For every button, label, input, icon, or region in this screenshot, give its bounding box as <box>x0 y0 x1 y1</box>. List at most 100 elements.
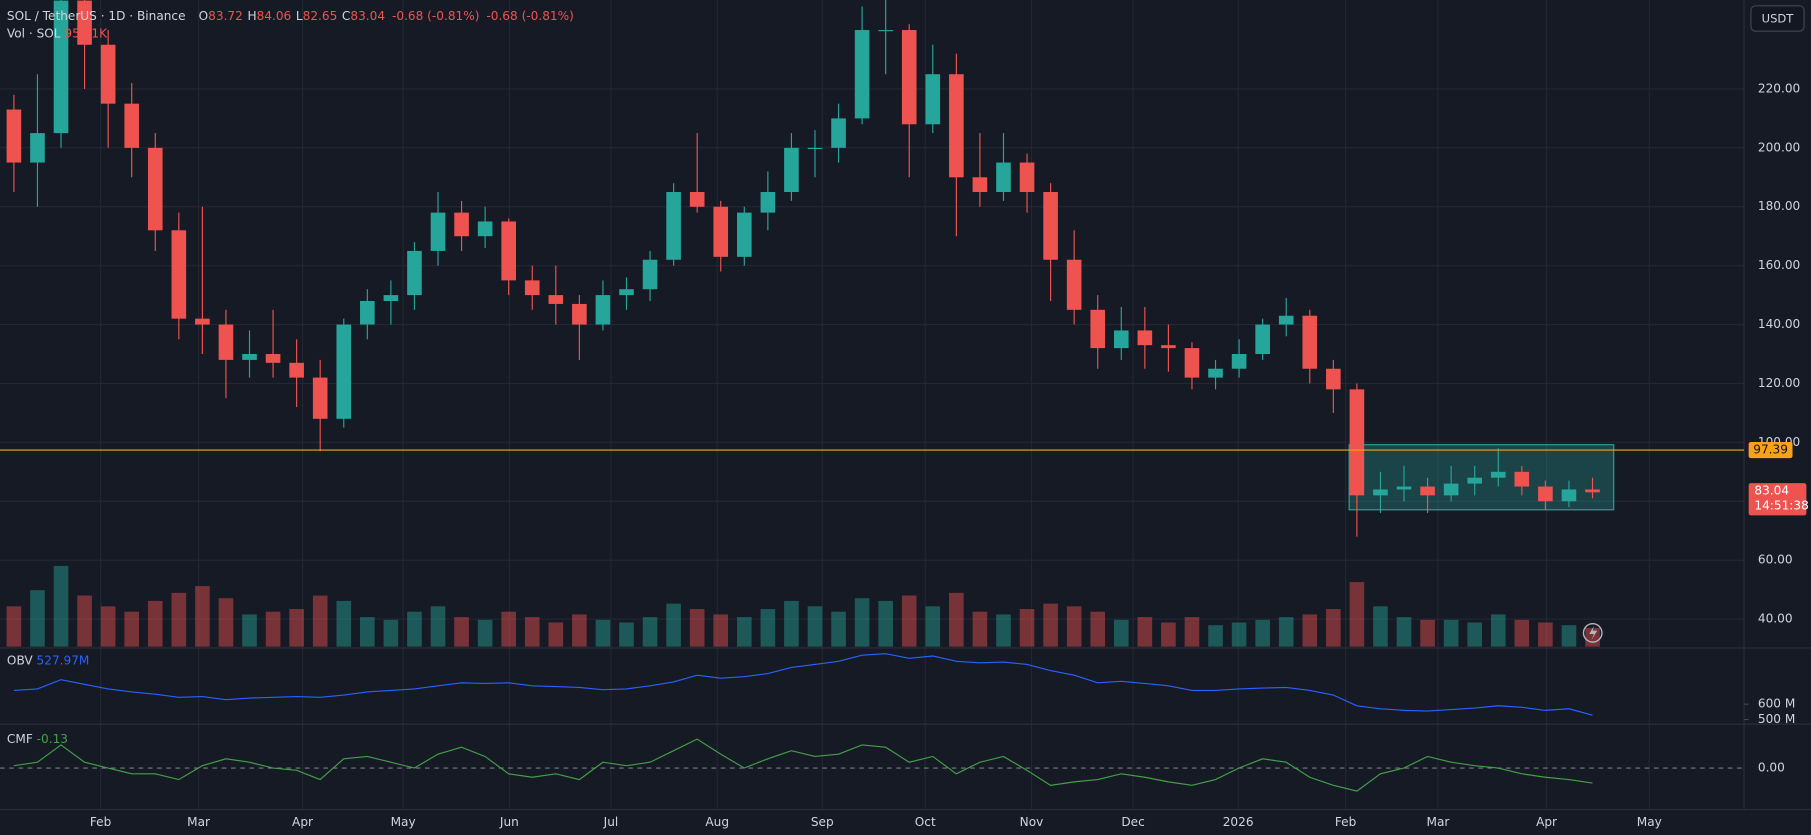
volume-bar <box>360 617 375 647</box>
candle-body <box>147 147 163 231</box>
cmf-value: -0.13 <box>37 732 68 746</box>
candle-body <box>6 109 22 163</box>
x-tick-label: Sep <box>811 815 834 829</box>
y-tick-label: 60.00 <box>1758 553 1793 567</box>
currency-button[interactable]: USDT <box>1750 5 1805 32</box>
candle-body <box>1561 489 1577 502</box>
icon-circle[interactable] <box>1582 622 1603 643</box>
volume-bar <box>807 606 823 647</box>
volume-bar <box>996 614 1011 647</box>
candle-body <box>1467 477 1483 484</box>
volume-bar <box>1066 606 1082 647</box>
x-tick-label: Oct <box>915 815 936 829</box>
candle-body <box>784 147 799 193</box>
candle-body <box>689 192 705 207</box>
y-tick-label: 140.00 <box>1758 317 1800 331</box>
candle-body <box>854 30 870 119</box>
volume-bar <box>1561 625 1577 647</box>
volume-bar <box>854 598 870 647</box>
candle-body <box>218 324 234 360</box>
obv-tick-label: 500 M <box>1758 712 1795 726</box>
candle-body <box>53 0 69 134</box>
obv-name: OBV <box>7 653 33 667</box>
candle-body <box>572 303 587 325</box>
candle-body <box>972 177 988 193</box>
candle-body <box>454 212 469 237</box>
candle-body <box>1538 486 1553 502</box>
volume-bar <box>218 598 234 647</box>
candle-body <box>666 192 681 260</box>
icon-bolt[interactable] <box>1589 625 1598 640</box>
y-tick-label: 160.00 <box>1758 258 1800 272</box>
x-tick-label: Feb <box>90 815 112 829</box>
candle-body <box>1208 368 1223 378</box>
ohlc-value: 83.72 <box>208 9 243 23</box>
volume-bar <box>1396 617 1412 647</box>
volume-bar <box>901 595 917 647</box>
replay-icon[interactable] <box>1582 622 1603 643</box>
volume-bar <box>477 619 493 647</box>
obv-legend: OBV 527.97M <box>7 653 89 667</box>
candle-body <box>430 212 446 251</box>
ohlc-key: L <box>296 9 303 23</box>
candle-body <box>30 133 45 163</box>
volume-bar <box>289 609 304 647</box>
currency-label[interactable]: USDT <box>1762 12 1795 26</box>
volume-bar <box>501 611 516 647</box>
candle-body <box>619 289 634 296</box>
volume-bar <box>1443 619 1459 647</box>
candle-body <box>1420 486 1435 496</box>
candle-body <box>548 295 564 304</box>
x-tick-label: Apr <box>292 815 313 829</box>
volume-bar <box>524 617 540 647</box>
x-tick-label: Feb <box>1335 815 1357 829</box>
candle-body <box>1490 471 1506 478</box>
price-tag <box>1748 483 1807 516</box>
obv-line <box>13 653 1593 716</box>
candle-body <box>242 354 257 360</box>
volume-bar <box>972 611 988 647</box>
x-tick-label: Jul <box>603 815 619 829</box>
ohlc-key: H <box>247 9 256 23</box>
x-tick-label: Apr <box>1536 815 1557 829</box>
candle-body <box>736 212 752 257</box>
cmf-legend: CMF -0.13 <box>7 732 68 746</box>
candle-body <box>807 147 823 150</box>
volume-bar <box>1349 582 1365 647</box>
countdown: 14:51:38 <box>1754 499 1808 513</box>
volume-bar <box>1467 622 1483 647</box>
cmf-line <box>13 738 1593 792</box>
volume-bar <box>1113 619 1129 647</box>
candle-body <box>1302 315 1318 369</box>
volume-bar <box>171 592 187 647</box>
volume-bar <box>1302 614 1318 647</box>
ohlc-value: 82.65 <box>303 9 338 23</box>
candle-body <box>171 230 187 319</box>
currency-button-bg[interactable] <box>1750 5 1805 32</box>
legend-header: SOL / TetherUS · 1D · Binance O83.72 H84.… <box>7 9 574 23</box>
candle-body <box>100 44 116 104</box>
volume-bar <box>1326 609 1341 647</box>
x-tick-label: Mar <box>187 815 210 829</box>
symbol: SOL / TetherUS · 1D · Binance <box>7 9 186 23</box>
x-tick-label: 2026 <box>1223 815 1254 829</box>
candle-body <box>501 221 516 281</box>
volume-bar <box>1231 622 1247 647</box>
y-tick-label: 40.00 <box>1758 612 1793 626</box>
candle-body <box>1161 345 1176 349</box>
candle-body <box>1066 259 1082 310</box>
candle-body <box>713 206 729 257</box>
candle-body <box>195 318 210 325</box>
cmf-name: CMF <box>7 732 33 746</box>
grid-layer <box>0 0 1745 810</box>
x-tick-label: Mar <box>1427 815 1450 829</box>
volume-bar <box>689 609 705 647</box>
volume-bar <box>1184 617 1200 647</box>
candle-layer <box>6 0 1600 537</box>
volume-bar <box>949 592 964 647</box>
candle-body <box>265 354 281 363</box>
volume-bar <box>1161 622 1176 647</box>
y-tick-label: 120.00 <box>1758 376 1800 390</box>
candle-body <box>1443 483 1459 496</box>
